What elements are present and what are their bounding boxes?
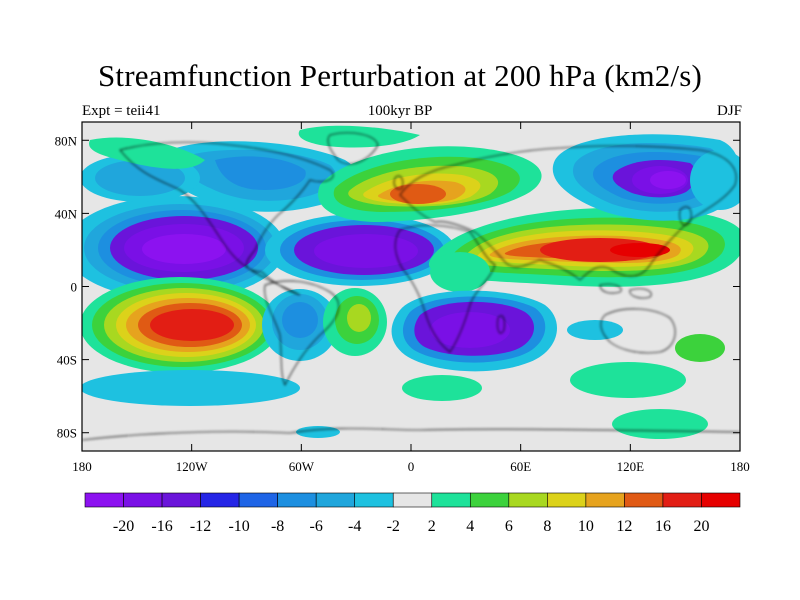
negative-anomaly-siberia <box>552 134 740 221</box>
colorbar-label: -20 <box>113 518 134 535</box>
positive-anomaly-antarctic <box>612 409 708 439</box>
lon-tick-label: 120W <box>176 459 209 474</box>
lat-tick-label: 80N <box>55 133 78 148</box>
colorbar-swatch <box>431 492 471 508</box>
colorbar: -20 -16 -12 -10 -8 -6 -4 -2 2 4 6 8 10 12 16 20 <box>84 492 741 535</box>
negative-anomaly-north-america <box>162 141 359 212</box>
lon-tick-label: 180 <box>730 459 750 474</box>
colorbar-swatch <box>84 492 124 508</box>
positive-anomaly-indian-ocean-south <box>570 334 725 398</box>
colorbar-label: 10 <box>578 518 594 535</box>
colorbar-swatch <box>662 492 702 508</box>
colorbar-label: -16 <box>151 518 172 535</box>
negative-anomaly-southern-ocean-pacific <box>82 370 300 406</box>
lon-tick-label: 120E <box>617 459 645 474</box>
negative-anomaly-australia <box>567 320 623 340</box>
colorbar-swatch <box>624 492 664 508</box>
colorbar-label: 12 <box>616 518 632 535</box>
colorbar-swatch <box>238 492 278 508</box>
colorbar-label: -2 <box>387 518 400 535</box>
colorbar-swatch <box>392 492 433 508</box>
positive-anomaly-europe <box>318 146 542 222</box>
season-label: DJF <box>716 103 742 119</box>
period-label: 100kyr BP <box>367 103 433 119</box>
coastlines <box>82 132 740 441</box>
experiment-label: Expt = teii41 <box>82 103 161 119</box>
lon-tick-label: 60E <box>510 459 531 474</box>
colorbar-label: -10 <box>228 518 249 535</box>
colorbar-label: -8 <box>271 518 284 535</box>
colorbar-swatch <box>354 492 394 508</box>
colorbar-label: -12 <box>190 518 211 535</box>
lat-tick-label: 40S <box>57 353 77 368</box>
axis-ticks: 80N 40N 0 40S 80S 180 120W 60W 0 60E 120E 180 <box>55 122 750 474</box>
colorbar-swatch <box>200 492 240 508</box>
lon-tick-label: 0 <box>408 459 415 474</box>
colorbar-label: 6 <box>505 518 513 535</box>
colorbar-label: 16 <box>655 518 671 535</box>
colorbar-label: -4 <box>348 518 361 535</box>
colorbar-swatch <box>469 492 510 508</box>
lon-tick-label: 60W <box>289 459 315 474</box>
lat-tick-label: 80S <box>57 426 77 441</box>
lon-tick-label: 180 <box>72 459 92 474</box>
negative-anomaly-southern-africa <box>391 290 557 372</box>
colorbar-label: 4 <box>466 518 474 535</box>
colorbar-swatch <box>508 492 548 508</box>
contour-field <box>82 125 740 441</box>
positive-anomaly-south-pacific <box>82 277 280 373</box>
colorbar-label: 8 <box>543 518 551 535</box>
colorbar-swatch <box>701 492 741 508</box>
chart-title: Streamfunction Perturbation at 200 hPa (… <box>97 58 703 93</box>
positive-anomaly-west-africa <box>430 252 490 292</box>
colorbar-swatch <box>161 492 201 508</box>
negative-anomaly-west-pacific <box>690 150 740 210</box>
colorbar-label: 2 <box>428 518 436 535</box>
colorbar-swatch <box>277 492 317 508</box>
negative-anomaly-atlantic-north <box>265 214 455 286</box>
lat-tick-label: 0 <box>71 280 78 295</box>
colorbar-swatch <box>315 492 356 508</box>
positive-anomaly-arctic <box>89 125 420 169</box>
lat-tick-label: 40N <box>55 206 78 221</box>
positive-anomaly-south-atlantic-high-lat <box>402 375 482 401</box>
positive-anomaly-asia <box>428 207 740 287</box>
colorbar-label: 20 <box>693 518 709 535</box>
colorbar-swatch <box>547 492 587 508</box>
negative-anomaly-antarctic <box>296 426 340 438</box>
colorbar-swatch <box>123 492 163 508</box>
colorbar-label: -6 <box>310 518 323 535</box>
negative-anomaly-pacific-north <box>82 196 285 300</box>
colorbar-swatch <box>585 492 625 508</box>
negative-anomaly-south-america <box>262 289 338 361</box>
